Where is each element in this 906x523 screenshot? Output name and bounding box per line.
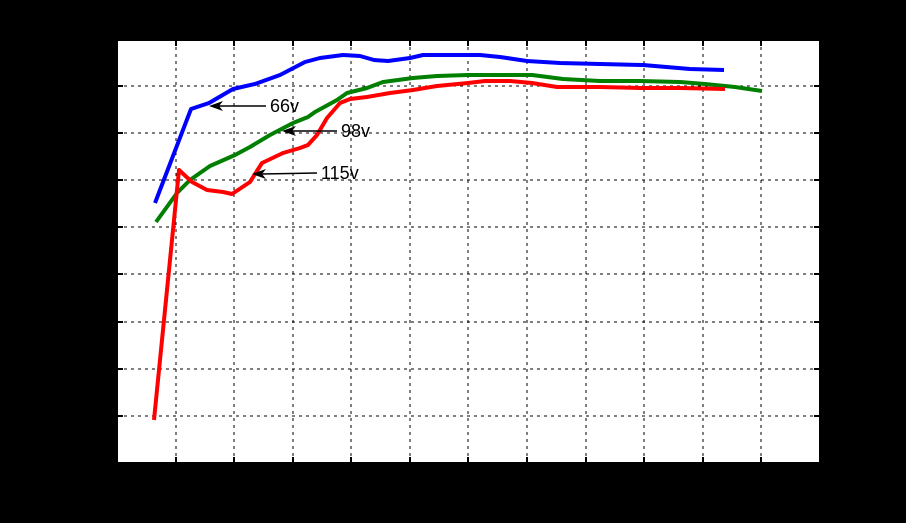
annotation-label-115v: 115v xyxy=(321,163,359,183)
series-line-115v xyxy=(152,79,726,421)
series-line-66v xyxy=(153,53,725,204)
series-line-98v xyxy=(154,73,763,224)
annotation-arrow-115v xyxy=(261,172,318,175)
axis-frame xyxy=(116,39,821,464)
annotation-label-98v: 98v xyxy=(341,121,370,141)
annotation-label-66v: 66v xyxy=(270,96,299,116)
annotation-arrowhead-115v xyxy=(252,169,266,179)
annotation-arrowhead-66v xyxy=(209,101,223,111)
annotation-arrowhead-98v xyxy=(282,126,296,136)
